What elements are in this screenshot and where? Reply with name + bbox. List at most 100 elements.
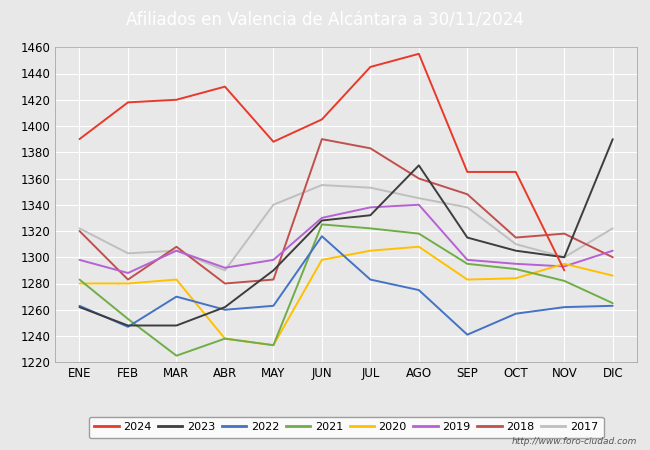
- 2022: [172, 294, 180, 299]
- 2024: [75, 136, 83, 142]
- Line: 2019: 2019: [79, 205, 613, 273]
- 2017: [512, 241, 520, 247]
- 2021: [367, 226, 374, 231]
- 2022: [560, 304, 568, 310]
- 2019: [463, 257, 471, 263]
- 2019: [172, 248, 180, 253]
- 2017: [560, 255, 568, 260]
- 2017: [270, 202, 278, 207]
- 2017: [221, 268, 229, 273]
- 2023: [367, 212, 374, 218]
- 2020: [512, 275, 520, 281]
- 2017: [609, 226, 617, 231]
- 2023: [221, 304, 229, 310]
- 2018: [318, 136, 326, 142]
- 2024: [318, 117, 326, 122]
- Line: 2023: 2023: [79, 139, 613, 325]
- 2018: [560, 231, 568, 236]
- 2023: [415, 163, 422, 168]
- 2020: [270, 342, 278, 348]
- Line: 2022: 2022: [79, 236, 613, 335]
- 2019: [318, 215, 326, 220]
- 2019: [415, 202, 422, 207]
- 2023: [270, 268, 278, 273]
- 2022: [221, 307, 229, 312]
- 2017: [75, 226, 83, 231]
- 2024: [270, 139, 278, 144]
- 2018: [75, 228, 83, 234]
- 2020: [560, 261, 568, 266]
- 2017: [463, 205, 471, 210]
- 2017: [318, 182, 326, 188]
- 2021: [318, 222, 326, 227]
- 2018: [415, 176, 422, 181]
- 2018: [221, 281, 229, 286]
- 2019: [609, 248, 617, 253]
- 2019: [560, 264, 568, 269]
- 2024: [172, 97, 180, 103]
- Line: 2017: 2017: [79, 185, 613, 270]
- 2020: [367, 248, 374, 253]
- Line: 2021: 2021: [79, 225, 613, 356]
- 2023: [560, 255, 568, 260]
- 2022: [367, 277, 374, 282]
- 2019: [270, 257, 278, 263]
- 2019: [75, 257, 83, 263]
- Line: 2018: 2018: [79, 139, 613, 284]
- 2022: [124, 324, 132, 329]
- 2019: [124, 270, 132, 276]
- Legend: 2024, 2023, 2022, 2021, 2020, 2019, 2018, 2017: 2024, 2023, 2022, 2021, 2020, 2019, 2018…: [88, 417, 604, 438]
- 2017: [367, 185, 374, 190]
- 2021: [415, 231, 422, 236]
- 2023: [463, 235, 471, 240]
- 2022: [463, 332, 471, 338]
- 2023: [172, 323, 180, 328]
- 2021: [609, 301, 617, 306]
- 2020: [221, 336, 229, 341]
- 2023: [609, 136, 617, 142]
- 2024: [463, 169, 471, 175]
- 2017: [415, 195, 422, 201]
- Text: Afiliados en Valencia de Alcántara a 30/11/2024: Afiliados en Valencia de Alcántara a 30/…: [126, 12, 524, 30]
- 2024: [512, 169, 520, 175]
- 2024: [367, 64, 374, 70]
- 2020: [75, 281, 83, 286]
- 2020: [172, 277, 180, 282]
- 2020: [318, 257, 326, 263]
- 2024: [124, 100, 132, 105]
- 2021: [221, 336, 229, 341]
- Line: 2020: 2020: [79, 247, 613, 345]
- 2021: [560, 278, 568, 284]
- 2017: [172, 248, 180, 253]
- 2021: [172, 353, 180, 358]
- 2022: [75, 303, 83, 309]
- Text: http://www.foro-ciudad.com: http://www.foro-ciudad.com: [512, 436, 637, 446]
- 2022: [609, 303, 617, 309]
- 2024: [221, 84, 229, 89]
- 2018: [512, 235, 520, 240]
- 2022: [318, 234, 326, 239]
- 2022: [512, 311, 520, 316]
- 2018: [367, 146, 374, 151]
- 2020: [463, 277, 471, 282]
- Line: 2024: 2024: [79, 54, 564, 270]
- 2018: [463, 192, 471, 197]
- 2018: [270, 277, 278, 282]
- 2020: [124, 281, 132, 286]
- 2019: [367, 205, 374, 210]
- 2018: [124, 277, 132, 282]
- 2020: [609, 273, 617, 278]
- 2022: [415, 288, 422, 293]
- 2023: [512, 248, 520, 253]
- 2021: [270, 342, 278, 348]
- 2019: [512, 261, 520, 266]
- 2023: [318, 218, 326, 223]
- 2019: [221, 265, 229, 270]
- 2017: [124, 251, 132, 256]
- 2018: [609, 255, 617, 260]
- 2021: [75, 277, 83, 282]
- 2024: [560, 268, 568, 273]
- 2022: [270, 303, 278, 309]
- 2023: [75, 304, 83, 310]
- 2020: [415, 244, 422, 249]
